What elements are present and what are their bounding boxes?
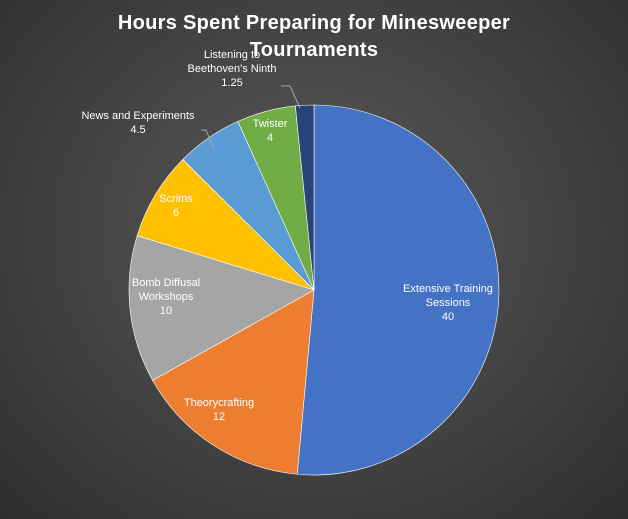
slice-category-name: Theorycrafting (184, 397, 254, 409)
pie-slice-listening-to-beethoven-s-ninth (295, 104, 315, 291)
pie-slice-bomb-diffusal-workshops (128, 235, 315, 381)
slice-category-name: Scrims (159, 193, 193, 205)
pie-slice-extensive-training-sessions (296, 104, 500, 476)
leader-line (281, 85, 301, 109)
data-label: News and Experiments 4.5 (81, 110, 195, 136)
data-label: Theorycrafting 12 (184, 397, 254, 423)
slice-category-name: Bomb Diffusal Workshops (132, 277, 200, 303)
slice-value: 40 (442, 311, 454, 323)
data-label: Twister 4 (253, 118, 288, 144)
slice-label: Twister 4 (253, 118, 288, 144)
slice-value: 6 (173, 207, 179, 219)
slice-category-name: Listening to Beethoven's Ninth (188, 49, 277, 75)
slice-category-name: Extensive Training Sessions (403, 283, 493, 309)
slice-label: News and Experiments 4.5 (81, 110, 195, 136)
slice-label: Scrims 6 (159, 193, 193, 219)
data-label: Scrims 6 (159, 193, 193, 219)
slice-value: 12 (213, 411, 225, 423)
slice-value: 10 (160, 305, 172, 317)
leader-line (201, 129, 215, 151)
slice-label: Theorycrafting 12 (184, 397, 254, 423)
data-label: Bomb Diffusal Workshops 10 (132, 277, 200, 317)
slice-label: Listening to Beethoven's Ninth 1.25 (188, 49, 277, 89)
data-label: Extensive Training Sessions 40 (403, 283, 493, 323)
slice-label: Bomb Diffusal Workshops 10 (132, 277, 200, 317)
chart-title: Hours Spent Preparing for Minesweeper To… (117, 12, 511, 61)
slice-value: 4.5 (130, 124, 145, 136)
pie-slice-theorycrafting (152, 289, 315, 475)
slice-value: 4 (267, 132, 273, 144)
slice-label: Extensive Training Sessions 40 (403, 283, 493, 323)
slice-category-name: News and Experiments (81, 110, 195, 122)
slice-value: 1.25 (221, 77, 242, 89)
data-label: Listening to Beethoven's Ninth 1.25 (188, 49, 277, 89)
slice-category-name: Twister (253, 118, 288, 130)
